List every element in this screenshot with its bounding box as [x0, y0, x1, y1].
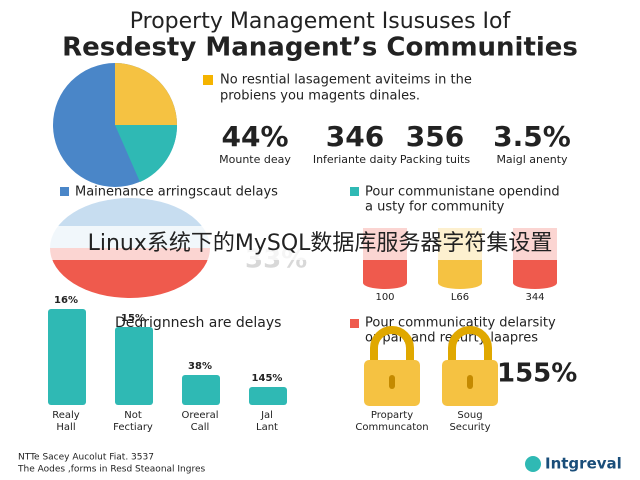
logo-icon	[525, 456, 541, 472]
bar	[182, 375, 220, 405]
footer-text: NTTe Sacey Aucolut Fiat. 3537	[18, 453, 154, 463]
legend-swatch	[350, 187, 359, 196]
stat-value: 3.5%	[493, 120, 571, 153]
stat-label: Packing tuits	[400, 153, 470, 166]
padlock-hole	[389, 375, 395, 389]
section-heading: Degrignnesh are delays	[115, 315, 281, 331]
stat-label: Mounte deay	[219, 153, 291, 166]
half-pie	[50, 248, 210, 298]
cylinder-label: L66	[451, 292, 469, 303]
stat-value: 356	[406, 120, 464, 153]
cylinder-label: 344	[525, 292, 544, 303]
legend-text: Mainenance arringscaut delays	[75, 185, 278, 200]
bar-label: Fectiary	[113, 422, 153, 433]
lock-label: Security	[449, 422, 490, 433]
cylinder-base	[438, 277, 482, 289]
footer-text: The Aodes ,forms in Resd Steaonal Ingres	[17, 465, 206, 475]
bar-value: 16%	[54, 295, 78, 306]
bar-value: 38%	[188, 361, 212, 372]
stat-label: Maigl anenty	[496, 153, 568, 166]
bar-value: 145%	[252, 373, 283, 384]
cylinder-base	[363, 277, 407, 289]
note-text: Pour communicatity delarsity	[365, 316, 556, 331]
bar-label: Call	[191, 422, 210, 433]
legend-swatch	[350, 319, 359, 328]
title: Resdesty Managent’s Communities	[62, 33, 578, 63]
intro-text: probiens you magents dinales.	[220, 89, 420, 104]
pie-slice	[115, 63, 177, 125]
cylinder-label: 100	[375, 292, 394, 303]
bar-value: 15%	[121, 313, 145, 324]
bar	[48, 309, 86, 405]
stat-value: 44%	[221, 120, 288, 153]
bar-label: Lant	[256, 422, 278, 433]
lock-label: Soug	[457, 410, 482, 421]
banner-band	[0, 226, 640, 260]
legend-swatch	[60, 187, 69, 196]
lock-label: Communcaton	[355, 422, 428, 433]
title: Property Management Isususes Iof	[130, 9, 512, 34]
bar	[249, 387, 287, 405]
bar-label: Jal	[260, 410, 273, 421]
stat-label: Inferiante daity	[313, 153, 398, 166]
padlock-hole	[467, 375, 473, 389]
legend-text: Pour communistane opendind	[365, 185, 560, 200]
bar-label: Oreeral	[181, 410, 218, 421]
padlock-shackle	[370, 326, 414, 362]
lock-label: Proparty	[371, 410, 413, 421]
bar	[115, 327, 153, 405]
cylinder-base	[513, 277, 557, 289]
intro-text: No resntial lasagement aviteims in the	[220, 73, 472, 88]
bar-label: Not	[124, 410, 142, 421]
pie-slice	[115, 125, 178, 182]
banner: Linux系统下的MySQL数据库服务器字符集设置	[88, 231, 553, 256]
stat-value: 346	[326, 120, 384, 153]
big-value: 155%	[497, 359, 577, 389]
pie	[53, 63, 178, 187]
legend-text: a usty for community	[365, 200, 505, 215]
padlock-shackle	[448, 326, 492, 362]
bar-label: Hall	[56, 422, 75, 433]
legend-swatch	[203, 75, 213, 85]
logo: Intgreval	[545, 455, 622, 473]
bar-label: Realy	[52, 410, 80, 421]
